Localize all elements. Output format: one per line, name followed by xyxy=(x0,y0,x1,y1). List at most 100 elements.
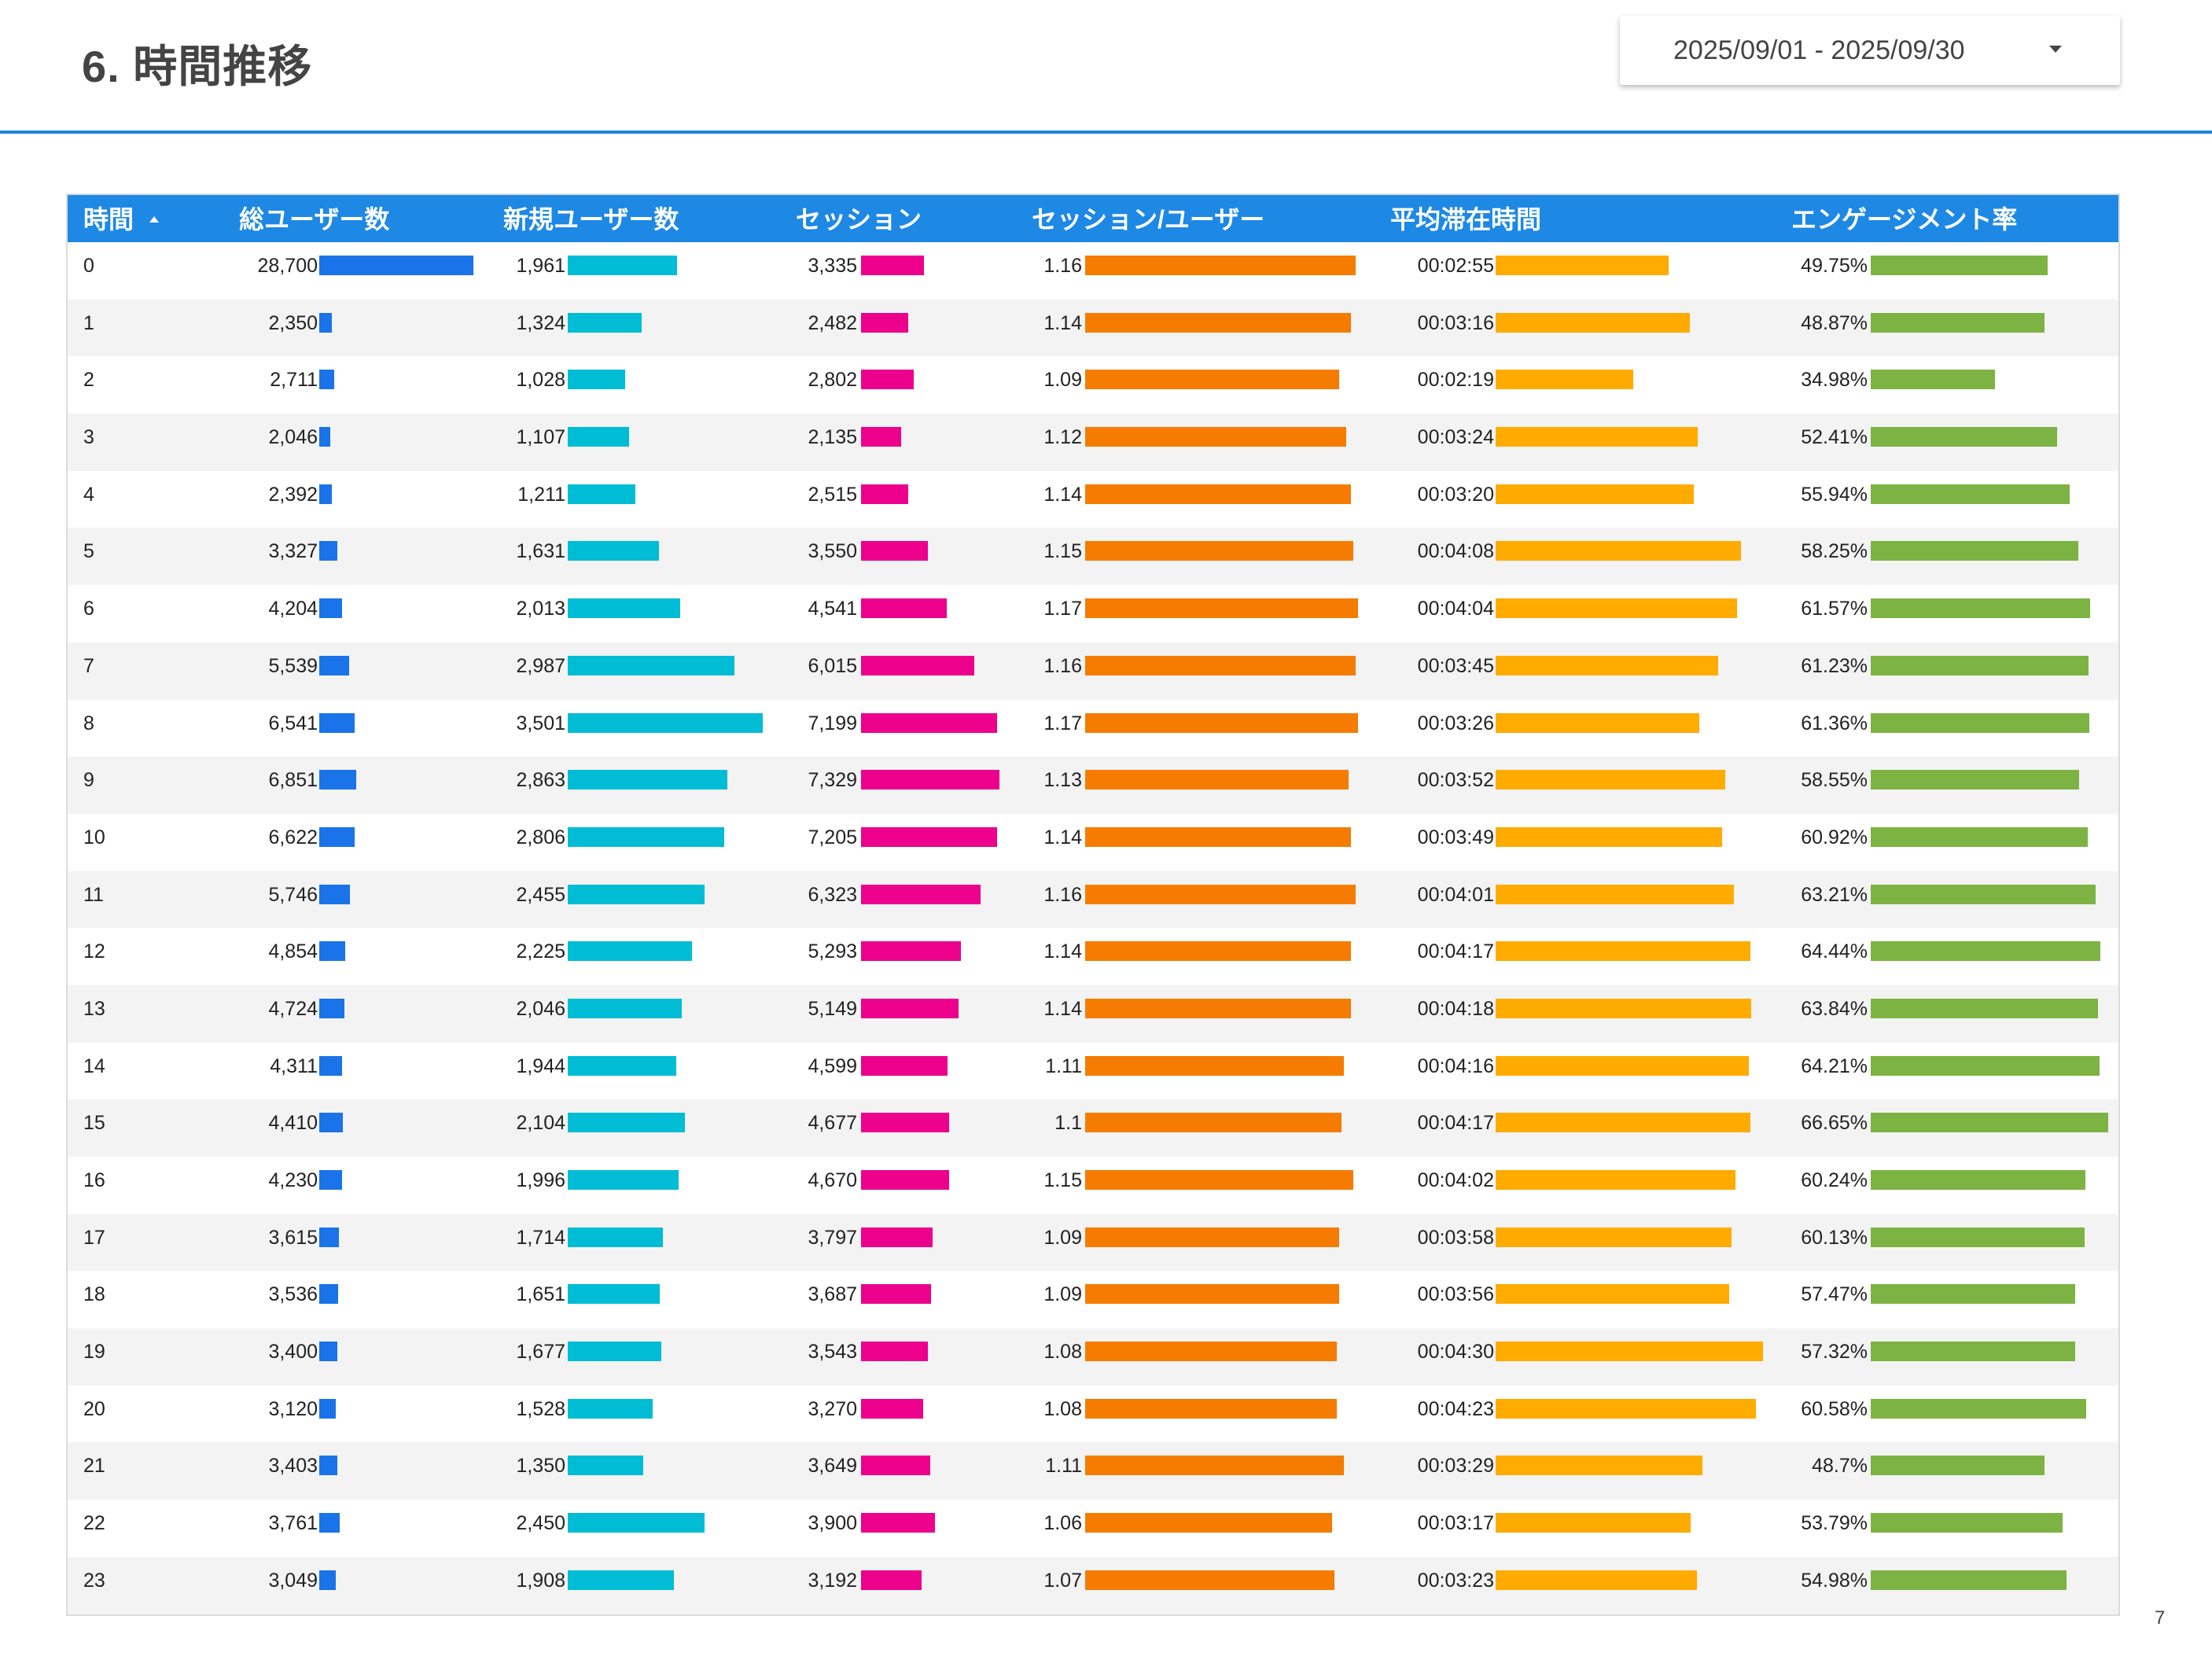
hour-cell: 7 xyxy=(83,654,94,677)
sessions-bar xyxy=(861,1513,935,1533)
sessions-per-user-bar xyxy=(1085,941,1352,962)
sessions-bar xyxy=(861,941,962,962)
table-row: 16 4,230 1,996 4,670 1.15 00:04:02 60.24% xyxy=(68,1157,2118,1214)
table-row: 14 4,311 1,944 4,599 1.11 00:04:16 64.21% xyxy=(68,1042,2118,1100)
total-users-value: 6,851 xyxy=(268,769,318,792)
column-header-hour[interactable]: 時間 xyxy=(83,195,160,242)
avg-duration-value: 00:04:16 xyxy=(1417,1055,1494,1077)
avg-duration-value: 00:04:17 xyxy=(1417,940,1494,963)
engagement-rate-bar xyxy=(1871,1113,2108,1133)
hour-cell: 16 xyxy=(83,1169,105,1191)
column-header-total-users[interactable]: 総ユーザー数 xyxy=(239,205,390,234)
sessions-per-user-bar xyxy=(1085,712,1358,733)
engagement-rate-value: 57.47% xyxy=(1801,1283,1868,1306)
avg-duration-bar xyxy=(1496,370,1634,390)
engagement-rate-bar xyxy=(1871,598,2090,619)
sessions-bar xyxy=(861,1398,923,1419)
sessions-per-user-value: 1.1 xyxy=(1054,1112,1082,1135)
new-users-bar xyxy=(568,256,677,275)
total-users-bar xyxy=(319,1170,342,1190)
total-users-bar xyxy=(319,312,333,333)
total-users-value: 5,746 xyxy=(268,883,318,906)
table-row: 20 3,120 1,528 3,270 1.08 00:04:23 60.58% xyxy=(68,1385,2118,1443)
new-users-bar xyxy=(568,712,763,733)
new-users-bar xyxy=(568,826,724,847)
sessions-value: 3,192 xyxy=(808,1569,857,1592)
total-users-value: 4,311 xyxy=(270,1055,318,1077)
new-users-bar xyxy=(568,541,659,561)
sessions-per-user-value: 1.09 xyxy=(1043,369,1082,392)
sessions-bar xyxy=(861,1113,950,1133)
new-users-value: 1,944 xyxy=(516,1055,565,1077)
column-header-new-users[interactable]: 新規ユーザー数 xyxy=(503,205,679,234)
column-header-avg-duration[interactable]: 平均滞在時間 xyxy=(1390,205,1542,234)
sessions-value: 7,329 xyxy=(808,769,857,792)
column-header-sessions[interactable]: セッション xyxy=(796,205,922,234)
total-users-value: 2,392 xyxy=(268,483,318,506)
table-row: 4 2,392 1,211 2,515 1.14 00:03:20 55.94% xyxy=(68,470,2118,528)
sessions-per-user-bar xyxy=(1085,1398,1338,1419)
total-users-bar xyxy=(319,1055,343,1076)
avg-duration-bar xyxy=(1496,1055,1750,1076)
total-users-value: 3,049 xyxy=(268,1569,318,1592)
total-users-value: 4,204 xyxy=(268,598,318,620)
engagement-rate-bar xyxy=(1871,712,2090,733)
total-users-bar xyxy=(319,1456,338,1476)
avg-duration-bar xyxy=(1496,1513,1691,1533)
date-range-picker[interactable]: 2025/09/01 - 2025/09/30 xyxy=(1620,16,2120,85)
new-users-bar xyxy=(568,998,682,1018)
engagement-rate-value: 60.24% xyxy=(1801,1169,1868,1191)
total-users-value: 3,615 xyxy=(268,1226,318,1249)
new-users-bar xyxy=(568,1342,661,1362)
sessions-bar xyxy=(861,655,975,675)
new-users-value: 1,677 xyxy=(516,1341,565,1364)
sessions-per-user-bar xyxy=(1085,1055,1345,1076)
sessions-bar xyxy=(861,1055,948,1076)
total-users-value: 3,327 xyxy=(268,540,318,563)
new-users-value: 2,863 xyxy=(516,769,565,792)
sessions-bar xyxy=(861,370,915,390)
hour-cell: 17 xyxy=(83,1226,105,1249)
table-row: 1 2,350 1,324 2,482 1.14 00:03:16 48.87% xyxy=(68,299,2118,357)
total-users-bar xyxy=(319,884,351,904)
new-users-bar xyxy=(568,1570,675,1590)
sessions-bar xyxy=(861,884,981,904)
hour-cell: 11 xyxy=(83,883,104,906)
total-users-value: 3,761 xyxy=(268,1512,318,1535)
sessions-bar xyxy=(861,1227,933,1247)
engagement-rate-value: 57.32% xyxy=(1801,1341,1868,1364)
total-users-bar xyxy=(319,1570,336,1590)
new-users-bar xyxy=(568,370,625,390)
engagement-rate-bar xyxy=(1871,1170,2085,1190)
new-users-value: 1,996 xyxy=(516,1169,565,1191)
sessions-per-user-value: 1.06 xyxy=(1043,1512,1082,1535)
column-header-engagement-rate[interactable]: エンゲージメント率 xyxy=(1791,205,2018,234)
sessions-value: 3,649 xyxy=(808,1455,857,1478)
hour-cell: 21 xyxy=(83,1455,105,1478)
hour-cell: 20 xyxy=(83,1397,105,1420)
sessions-per-user-value: 1.15 xyxy=(1043,540,1082,563)
avg-duration-value: 00:03:17 xyxy=(1417,1512,1494,1535)
total-users-bar xyxy=(319,1342,338,1362)
column-header-sessions-per-user[interactable]: セッション/ユーザー xyxy=(1032,205,1265,234)
total-users-bar xyxy=(319,598,342,619)
sessions-value: 2,802 xyxy=(808,369,857,392)
table-row: 9 6,851 2,863 7,329 1.13 00:03:52 58.55% xyxy=(68,756,2118,814)
total-users-value: 3,403 xyxy=(268,1455,318,1478)
total-users-value: 5,539 xyxy=(268,654,318,677)
new-users-value: 1,528 xyxy=(516,1397,565,1420)
total-users-value: 3,536 xyxy=(268,1283,318,1306)
table-row: 11 5,746 2,455 6,323 1.16 00:04:01 63.21% xyxy=(68,870,2118,929)
total-users-value: 3,400 xyxy=(268,1341,318,1364)
new-users-bar xyxy=(568,598,680,619)
total-users-bar xyxy=(319,427,330,447)
sessions-per-user-value: 1.14 xyxy=(1043,997,1082,1020)
engagement-rate-bar xyxy=(1871,541,2078,561)
sessions-per-user-bar xyxy=(1085,1570,1335,1590)
total-users-bar xyxy=(319,826,355,847)
sessions-value: 7,199 xyxy=(808,712,857,734)
engagement-rate-bar xyxy=(1871,826,2089,847)
new-users-bar xyxy=(568,770,727,790)
new-users-bar xyxy=(568,312,642,333)
sessions-per-user-bar xyxy=(1085,1284,1340,1305)
